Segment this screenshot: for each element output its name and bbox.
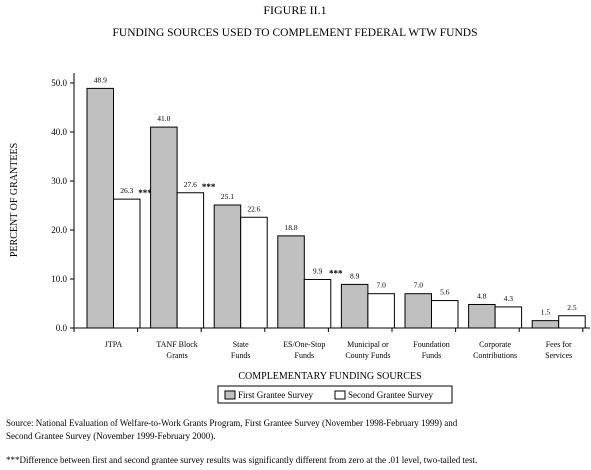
x-category-label: TANF Block bbox=[156, 340, 197, 349]
bar-first-survey bbox=[277, 235, 305, 329]
data-label-second-survey: 4.3 bbox=[504, 294, 514, 303]
bar-first-survey bbox=[340, 283, 369, 329]
x-axis-title: COMPLEMENTARY FUNDING SOURCES bbox=[238, 371, 421, 382]
data-label-first-survey: 7.0 bbox=[414, 281, 424, 290]
significance-marker: *** bbox=[202, 182, 216, 192]
legend-swatch-first-survey bbox=[224, 390, 236, 400]
bar-second-survey bbox=[303, 278, 332, 329]
x-category-label: JTPA bbox=[105, 340, 123, 349]
data-label-first-survey: 25.1 bbox=[221, 192, 234, 201]
x-category-label: Funds bbox=[422, 351, 442, 360]
data-label-second-survey: 9.9 bbox=[313, 266, 323, 275]
x-category-label: Corporate bbox=[479, 340, 511, 349]
x-axis: JTPA TANF Block Grants State Funds ES/One-Sto… bbox=[73, 327, 590, 360]
significance-marker: *** bbox=[329, 268, 343, 278]
y-tick-label: 20.0 bbox=[51, 225, 67, 235]
significance-footnote: ***Difference between first and second g… bbox=[6, 455, 478, 465]
x-category-label: Funds bbox=[231, 351, 251, 360]
y-axis: 0.0 10.0 20.0 30.0 40.0 50.0 bbox=[51, 73, 75, 333]
bar-first-survey bbox=[404, 293, 432, 329]
x-category-label: Contributions bbox=[473, 351, 517, 360]
bar-first-survey bbox=[86, 87, 114, 329]
bar-second-survey bbox=[240, 216, 268, 329]
legend-label-second-survey: Second Grantee Survey bbox=[348, 390, 433, 400]
x-category-label: Municipal or bbox=[347, 340, 389, 349]
bar-second-survey bbox=[367, 293, 395, 329]
y-tick-label: 50.0 bbox=[51, 78, 67, 88]
bar-first-survey bbox=[150, 126, 178, 329]
y-tick-label: 10.0 bbox=[51, 274, 67, 284]
x-category-label: Foundation bbox=[413, 340, 449, 349]
bar-first-survey bbox=[468, 303, 496, 329]
source-note-line-1: Source: National Evaluation of Welfare-t… bbox=[6, 418, 458, 428]
data-label-first-survey: 1.5 bbox=[541, 308, 551, 317]
y-axis-title: PERCENT OF GRANTEES bbox=[9, 143, 20, 257]
x-category-label: Fees for bbox=[546, 340, 572, 349]
bar-first-survey bbox=[531, 320, 560, 329]
data-label-second-survey: 7.0 bbox=[376, 281, 386, 290]
bar-second-survey bbox=[494, 306, 523, 329]
significance-marker: *** bbox=[138, 188, 152, 198]
x-category-label: Grants bbox=[166, 351, 187, 360]
bar-first-survey bbox=[213, 204, 242, 329]
bar-second-survey bbox=[558, 315, 586, 329]
data-label-first-survey: 41.0 bbox=[157, 114, 170, 123]
data-label-first-survey: 18.8 bbox=[284, 223, 297, 232]
y-tick-label: 40.0 bbox=[51, 127, 67, 137]
bar-second-survey bbox=[431, 300, 459, 329]
bar-second-survey bbox=[176, 192, 205, 329]
data-label-second-survey: 5.6 bbox=[440, 288, 450, 297]
data-label-second-survey: 27.6 bbox=[184, 180, 197, 189]
legend: First Grantee Survey Second Grantee Surve… bbox=[217, 385, 453, 404]
chart-title: FUNDING SOURCES USED TO COMPLEMENT FEDER… bbox=[113, 27, 478, 39]
source-note-line-2: Second Grantee Survey (November 1999-Feb… bbox=[6, 431, 216, 441]
x-category-label: County Funds bbox=[345, 351, 390, 360]
x-category-label: Funds bbox=[295, 351, 315, 360]
y-tick-label: 30.0 bbox=[51, 176, 67, 186]
y-tick-label: 0.0 bbox=[56, 323, 68, 333]
figure-number: FIGURE II.1 bbox=[263, 3, 326, 17]
bars-group: 48.9 26.3 *** 41.0 27.6 *** 25.1 22.6 18.8 9.9 ***… bbox=[86, 75, 586, 329]
legend-label-first-survey: First Grantee Survey bbox=[238, 390, 313, 400]
x-category-label: ES/One-Stop bbox=[283, 340, 325, 349]
data-label-second-survey: 2.5 bbox=[567, 303, 577, 312]
data-label-first-survey: 4.8 bbox=[477, 291, 487, 300]
x-category-label: Services bbox=[545, 351, 572, 360]
data-label-first-survey: 8.9 bbox=[350, 271, 360, 280]
data-label-first-survey: 48.9 bbox=[94, 75, 107, 84]
bar-second-survey bbox=[113, 198, 141, 329]
legend-swatch-second-survey bbox=[334, 390, 346, 400]
data-label-second-survey: 22.6 bbox=[247, 204, 260, 213]
x-category-label: State bbox=[233, 340, 249, 349]
data-label-second-survey: 26.3 bbox=[120, 186, 133, 195]
